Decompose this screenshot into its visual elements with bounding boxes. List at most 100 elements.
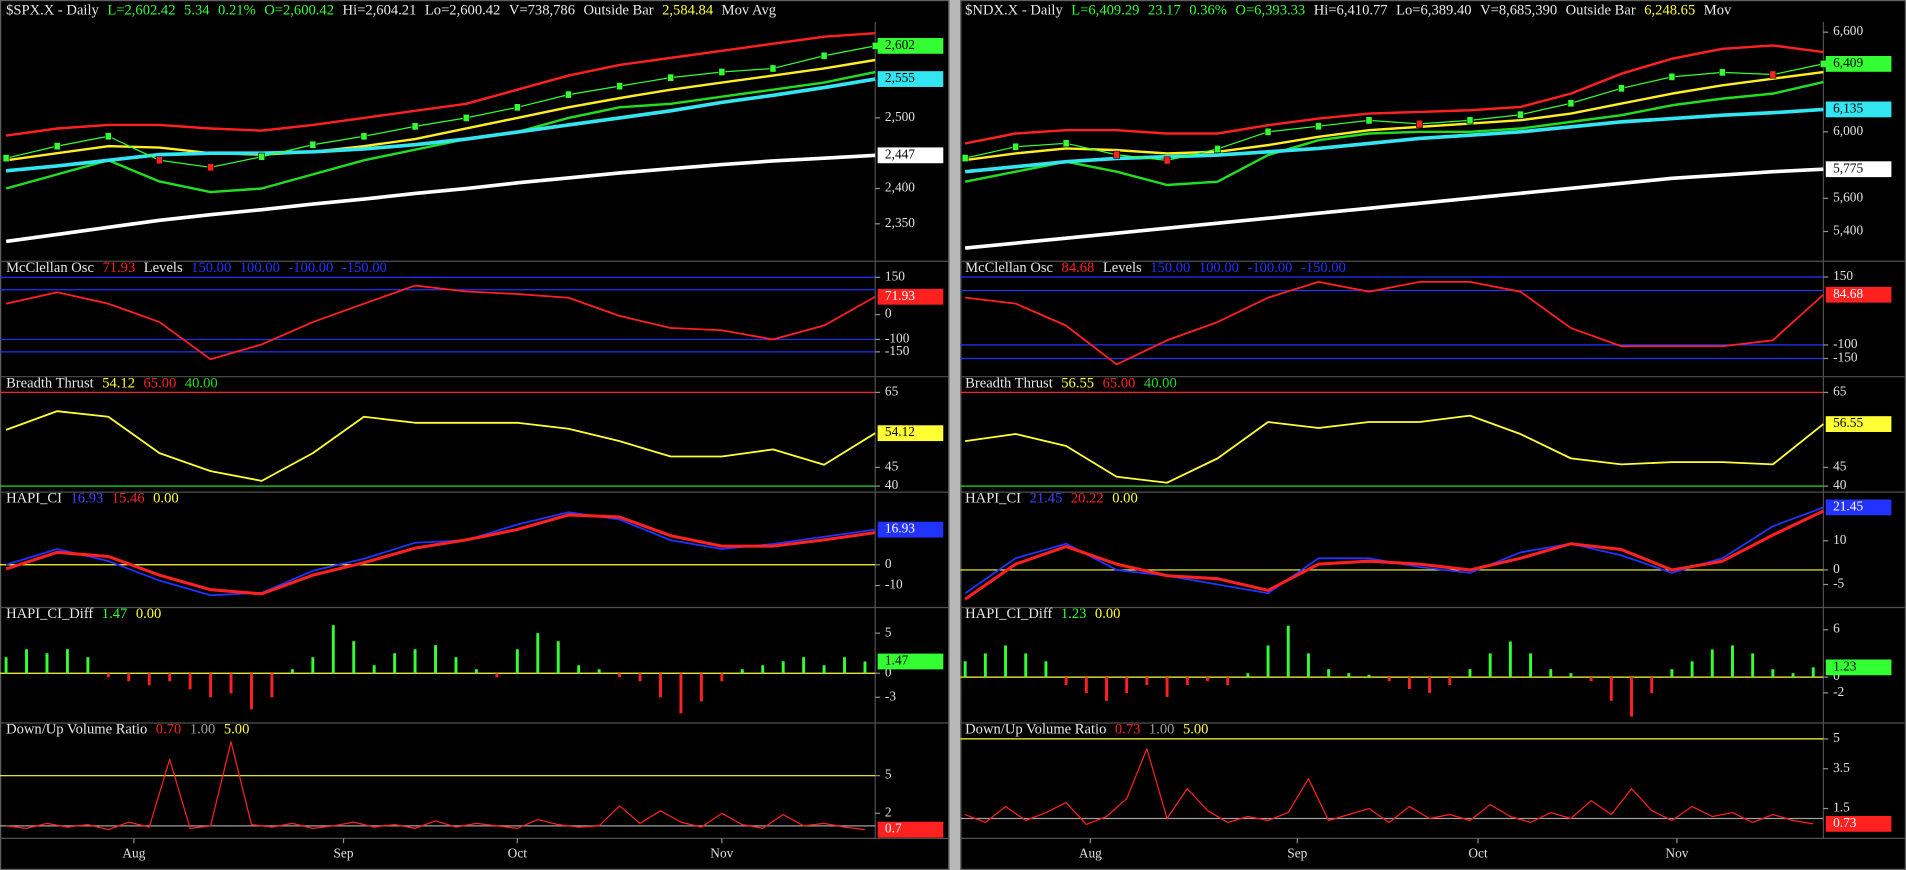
bar <box>1125 677 1129 693</box>
x-tick-label: Nov <box>1665 845 1688 860</box>
bar <box>1327 669 1331 678</box>
y-tick-label: 5,400 <box>1833 223 1863 238</box>
panel-title: 0.70 <box>156 722 182 738</box>
series-line <box>5 511 876 597</box>
value-tag-label: 6,409 <box>1833 55 1863 70</box>
y-tick-label: 150 <box>885 268 905 283</box>
y-tick-label: 3.5 <box>1833 760 1850 775</box>
left-frame <box>0 0 950 870</box>
price-marker <box>616 82 623 91</box>
x-tick-label: Nov <box>710 845 733 860</box>
series-line <box>965 414 1824 484</box>
panel-title: Levels <box>1103 260 1142 276</box>
series-line <box>5 77 876 173</box>
bar <box>1589 677 1593 682</box>
price-marker <box>258 152 266 161</box>
bar <box>597 669 601 674</box>
bar <box>1165 677 1169 697</box>
header-text: Outside Bar <box>584 2 654 18</box>
bar <box>1266 645 1270 678</box>
bar <box>1306 653 1310 678</box>
y-tick-label: 45 <box>1833 458 1847 473</box>
price-marker <box>1618 84 1625 93</box>
panel-title: Down/Up Volume Ratio <box>965 722 1106 738</box>
header-text: Mov Avg <box>722 2 777 18</box>
y-tick-label: 5 <box>1833 730 1840 745</box>
bar <box>1488 653 1492 678</box>
y-tick-label: 0 <box>885 306 892 321</box>
bar <box>679 673 683 714</box>
price-marker <box>1466 116 1474 125</box>
y-tick-label: -5 <box>1833 576 1844 591</box>
series-line <box>965 63 1824 162</box>
header-text: O=2,600.42 <box>264 2 334 18</box>
header-text: V=738,786 <box>509 2 575 18</box>
series-line <box>964 107 1824 174</box>
price-marker <box>820 51 828 60</box>
series-line <box>5 45 876 168</box>
level-label: 100.00 <box>240 260 280 276</box>
bar <box>1004 645 1007 678</box>
x-tick-label: Oct <box>508 845 528 860</box>
level-label: -150.00 <box>342 260 387 276</box>
level-label: 150.00 <box>1150 260 1190 276</box>
value-tag <box>1825 416 1892 432</box>
bar <box>536 633 540 674</box>
bar <box>1286 625 1290 678</box>
bar <box>1044 661 1048 678</box>
header-text: L=6,409.29 <box>1071 2 1139 18</box>
bar <box>250 673 253 710</box>
bar <box>352 641 356 674</box>
bar <box>1064 677 1068 686</box>
series-line <box>5 284 876 361</box>
bar <box>1549 669 1553 678</box>
header-text: V=8,685,390 <box>1480 2 1557 18</box>
bar <box>4 657 8 674</box>
price-marker <box>718 68 726 76</box>
panel-title: 1.23 <box>1061 606 1087 622</box>
y-tick-label: 5,600 <box>1833 189 1863 204</box>
panel-title: Down/Up Volume Ratio <box>6 722 147 738</box>
header-text: $NDX.X - Daily <box>965 2 1063 18</box>
x-tick-label: Oct <box>1468 845 1488 860</box>
level-label: 40.00 <box>1144 375 1177 391</box>
price-marker <box>411 122 419 131</box>
header-text: 5.34 <box>184 2 210 18</box>
bar <box>1508 641 1512 678</box>
level-label: 40.00 <box>185 375 218 391</box>
price-marker <box>1567 99 1575 108</box>
bar <box>1407 677 1411 689</box>
y-tick-label: 2,350 <box>885 215 915 230</box>
series-line <box>965 280 1824 366</box>
series-line <box>964 748 1814 826</box>
value-tag <box>877 71 944 87</box>
bar <box>413 649 417 674</box>
header-text: $SPX.X - Daily <box>6 2 99 18</box>
bar <box>1347 673 1351 678</box>
header-text: 23.17 <box>1148 2 1181 18</box>
price-marker <box>1668 72 1676 81</box>
y-tick-label: 1.5 <box>1833 800 1850 815</box>
level-label: 0.00 <box>1095 606 1121 622</box>
bar <box>86 657 90 674</box>
bar <box>1246 673 1250 678</box>
value-tag-label: 2,602 <box>885 37 915 52</box>
value-tag-label: 2,447 <box>885 146 915 161</box>
level-label: -100.00 <box>288 260 333 276</box>
bar <box>372 665 376 674</box>
value-tag <box>1825 101 1892 118</box>
value-tag-label: 84.68 <box>1833 286 1863 301</box>
y-tick-label: -100 <box>1833 336 1858 351</box>
y-tick-label: -2 <box>1833 684 1844 699</box>
series-line <box>5 58 876 162</box>
panel-title: 20.22 <box>1071 491 1104 507</box>
price-marker <box>1214 145 1221 153</box>
y-tick-label: 45 <box>885 458 899 473</box>
header-text: O=6,393.33 <box>1235 2 1305 18</box>
bar <box>843 657 846 674</box>
price-marker <box>1517 110 1524 119</box>
bar <box>699 673 703 702</box>
divider <box>949 0 961 870</box>
